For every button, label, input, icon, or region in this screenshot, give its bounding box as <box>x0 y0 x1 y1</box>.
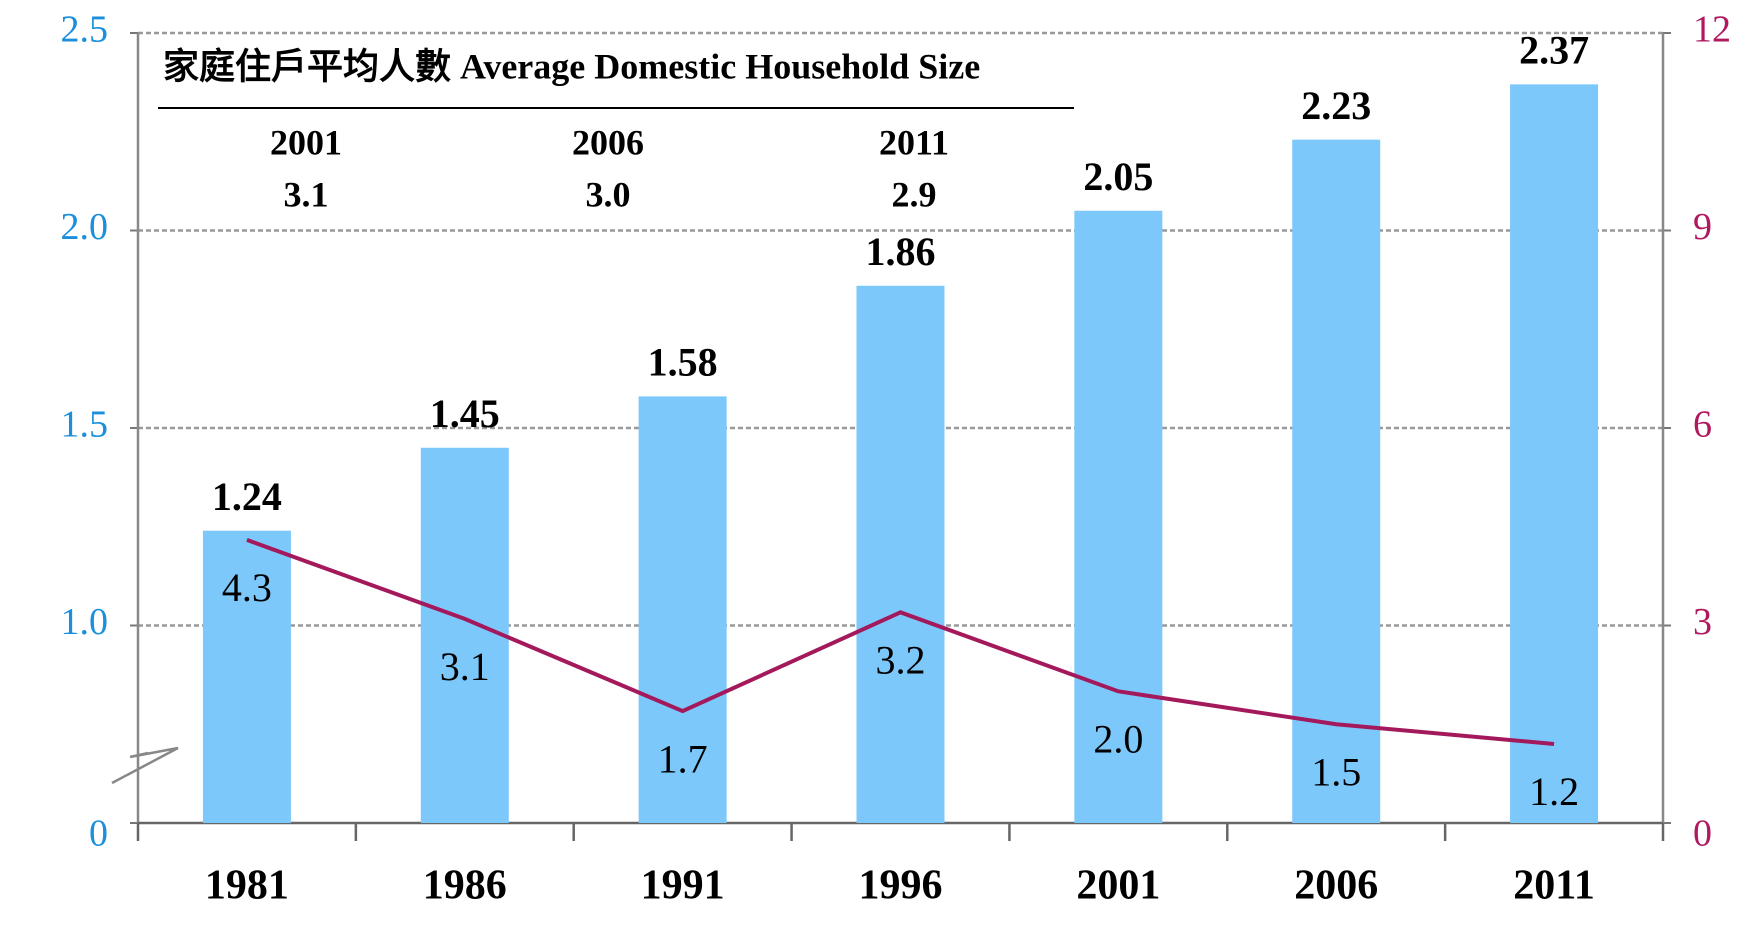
bar-value-label: 1.86 <box>866 229 936 274</box>
x-tick-label: 2001 <box>1076 863 1160 909</box>
y2-tick-label: 0 <box>1693 813 1712 855</box>
line-value-label: 4.3 <box>222 565 272 610</box>
bar <box>1292 139 1381 823</box>
bar <box>1510 84 1599 824</box>
bar-value-label: 1.45 <box>430 391 500 436</box>
bar-value-label: 2.05 <box>1083 154 1153 199</box>
x-tick-label: 1986 <box>423 863 507 909</box>
line-value-label: 1.7 <box>658 736 708 781</box>
bar-value-label: 2.37 <box>1519 28 1589 73</box>
bar-value-label: 1.58 <box>648 340 718 385</box>
inset-value: 3.0 <box>586 174 631 214</box>
line-value-label: 3.2 <box>876 638 926 683</box>
y2-tick-label: 12 <box>1693 9 1731 51</box>
bar-value-label: 2.23 <box>1301 83 1371 128</box>
x-tick-label: 2006 <box>1294 863 1378 909</box>
x-tick-label: 2011 <box>1513 863 1595 909</box>
inset-value: 2.9 <box>892 174 937 214</box>
line-value-label: 1.2 <box>1529 769 1579 814</box>
x-tick-label: 1991 <box>641 863 725 909</box>
y-tick-label: 0 <box>89 813 108 855</box>
inset-title: 家庭住戶平均人數 Average Domestic Household Size <box>163 46 980 86</box>
x-tick-label: 1981 <box>205 863 289 909</box>
y2-tick-label: 9 <box>1693 206 1712 248</box>
bar <box>1074 210 1163 823</box>
inset-year: 2001 <box>270 122 342 162</box>
line-value-label: 3.1 <box>440 644 490 689</box>
bar <box>856 285 945 823</box>
inset-value: 3.1 <box>284 174 329 214</box>
bar <box>638 396 727 823</box>
y-tick-label: 1.5 <box>61 404 109 446</box>
y-tick-label: 2.5 <box>61 9 109 51</box>
bar <box>202 530 291 823</box>
line <box>246 538 1555 746</box>
x-tick-label: 1996 <box>859 863 943 909</box>
bar <box>420 447 509 823</box>
inset-year: 2011 <box>879 122 949 162</box>
bar-value-label: 1.24 <box>212 474 282 519</box>
y2-tick-label: 3 <box>1693 601 1712 643</box>
y-tick-label: 1.0 <box>61 601 109 643</box>
axis-break <box>111 746 179 785</box>
y-tick-label: 2.0 <box>61 206 109 248</box>
line-value-label: 1.5 <box>1311 749 1361 794</box>
inset-year: 2006 <box>572 122 644 162</box>
y2-tick-label: 6 <box>1693 404 1712 446</box>
line-value-label: 2.0 <box>1093 717 1143 762</box>
